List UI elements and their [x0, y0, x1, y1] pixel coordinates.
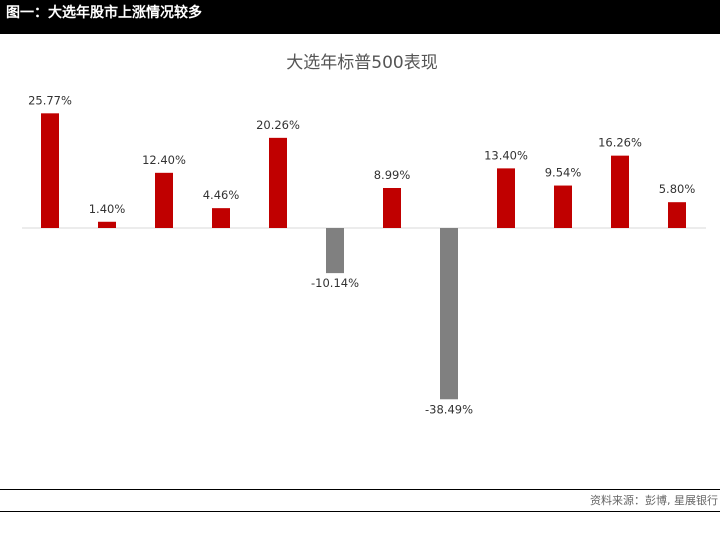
bar-1988 — [155, 172, 173, 228]
data-label-2008: -38.49% — [425, 402, 473, 416]
data-label-2004: 8.99% — [374, 168, 411, 182]
bars-group — [41, 113, 686, 400]
footer-bottom-rule — [0, 511, 720, 512]
bar-2020 — [611, 155, 629, 228]
bar-1984 — [98, 221, 116, 228]
bar-1992 — [212, 208, 230, 228]
header-bar: 图一：大选年股市上涨情况较多 — [0, 0, 720, 34]
data-label-2000: -10.14% — [311, 276, 359, 290]
chart-title: 大选年标普500表现 — [286, 53, 437, 73]
data-label-1988: 12.40% — [142, 153, 186, 167]
source-note: 资料来源：彭博, 星展银行 — [590, 494, 718, 507]
bar-chart: 大选年标普500表现 25.77% 1.40% 12.40% 4.46% 20.26% -… — [22, 53, 706, 416]
data-label-1984: 1.40% — [89, 202, 126, 216]
bar-平均 — [668, 202, 686, 228]
figure-title: 图一：大选年股市上涨情况较多 — [6, 5, 202, 21]
bar-2000 — [326, 228, 344, 274]
bar-2012 — [497, 168, 515, 228]
data-label-1980: 25.77% — [28, 93, 72, 107]
data-label-1996: 20.26% — [256, 118, 300, 132]
footer-top-rule — [0, 489, 720, 490]
data-label-1992: 4.46% — [203, 188, 240, 202]
data-label-2020: 16.26% — [598, 136, 642, 150]
bar-1980 — [41, 113, 59, 228]
bar-2016 — [554, 185, 572, 228]
bar-2008 — [440, 228, 458, 400]
data-labels-group: 25.77% 1.40% 12.40% 4.46% 20.26% -10.14% 8.99%… — [28, 93, 695, 416]
data-label-平均: 5.80% — [659, 182, 696, 196]
data-label-2012: 13.40% — [484, 148, 528, 162]
data-label-2016: 9.54% — [545, 166, 582, 180]
bar-1996 — [269, 137, 287, 228]
bar-2004 — [383, 187, 401, 228]
